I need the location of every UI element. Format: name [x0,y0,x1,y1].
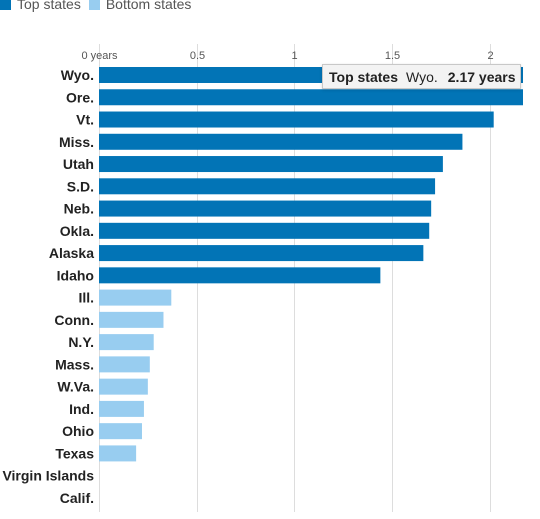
legend-label-bottom: Bottom states [105,0,192,12]
category-label: Utah [63,156,94,172]
bar-top-state[interactable] [99,245,424,262]
legend-swatch-top [0,0,11,10]
bar-top-state[interactable] [99,111,494,128]
bar-top-state[interactable] [99,89,523,106]
legend-label-top: Top states [17,0,81,12]
bar-top-state[interactable] [99,222,430,239]
bar-bottom-state[interactable] [99,400,144,417]
category-label: Vt. [76,112,94,128]
bar-bottom-state[interactable] [99,289,172,306]
category-label: Ill. [78,290,94,306]
x-tick-label: 2 [487,50,493,62]
category-label: Virgin Islands [2,468,94,484]
category-label: N.Y. [68,334,94,350]
bar-top-state[interactable] [99,200,432,217]
x-tick-label: 0.5 [190,50,205,62]
category-label: Ohio [62,423,94,439]
bar-top-state[interactable] [99,156,443,173]
category-label: Conn. [54,312,94,328]
bar-bottom-state[interactable] [99,378,148,395]
tooltip-value: 2.17 years [447,68,516,85]
legend-item-top[interactable]: Top states [0,0,81,12]
x-tick-label: 1.5 [385,50,400,62]
tooltip-series: Top states [329,68,398,85]
bar-bottom-state[interactable] [99,334,154,351]
category-label: Wyo. [61,67,94,83]
bar-top-state[interactable] [99,267,381,284]
category-label: Ore. [66,89,94,105]
category-label: Alaska [49,245,94,261]
tooltip: Top states Wyo. 2.17 years [322,64,521,89]
category-label: Miss. [59,134,94,150]
category-label: S.D. [67,178,94,194]
bar-bottom-state[interactable] [99,423,142,440]
tooltip-category: Wyo. [405,68,438,85]
category-label: Calif. [60,490,94,506]
x-tick-label: 0 years [81,50,118,62]
bar-top-state[interactable] [99,178,436,195]
bar-bottom-state[interactable] [99,311,164,328]
category-label: Okla. [60,223,94,239]
category-label: Ind. [69,401,94,417]
legend-item-bottom[interactable]: Bottom states [88,0,192,12]
category-label: Neb. [64,201,94,217]
legend-swatch-bottom [88,0,100,10]
x-tick-label: 1 [291,50,297,62]
category-label: Texas [55,445,94,461]
bar-top-state[interactable] [99,133,463,150]
category-label: Idaho [57,267,94,283]
category-label: Mass. [55,356,94,372]
category-label: W.Va. [57,379,94,395]
legend: Top states Bottom states [0,0,199,14]
bar-bottom-state[interactable] [99,445,137,462]
bar-bottom-state[interactable] [99,356,150,373]
